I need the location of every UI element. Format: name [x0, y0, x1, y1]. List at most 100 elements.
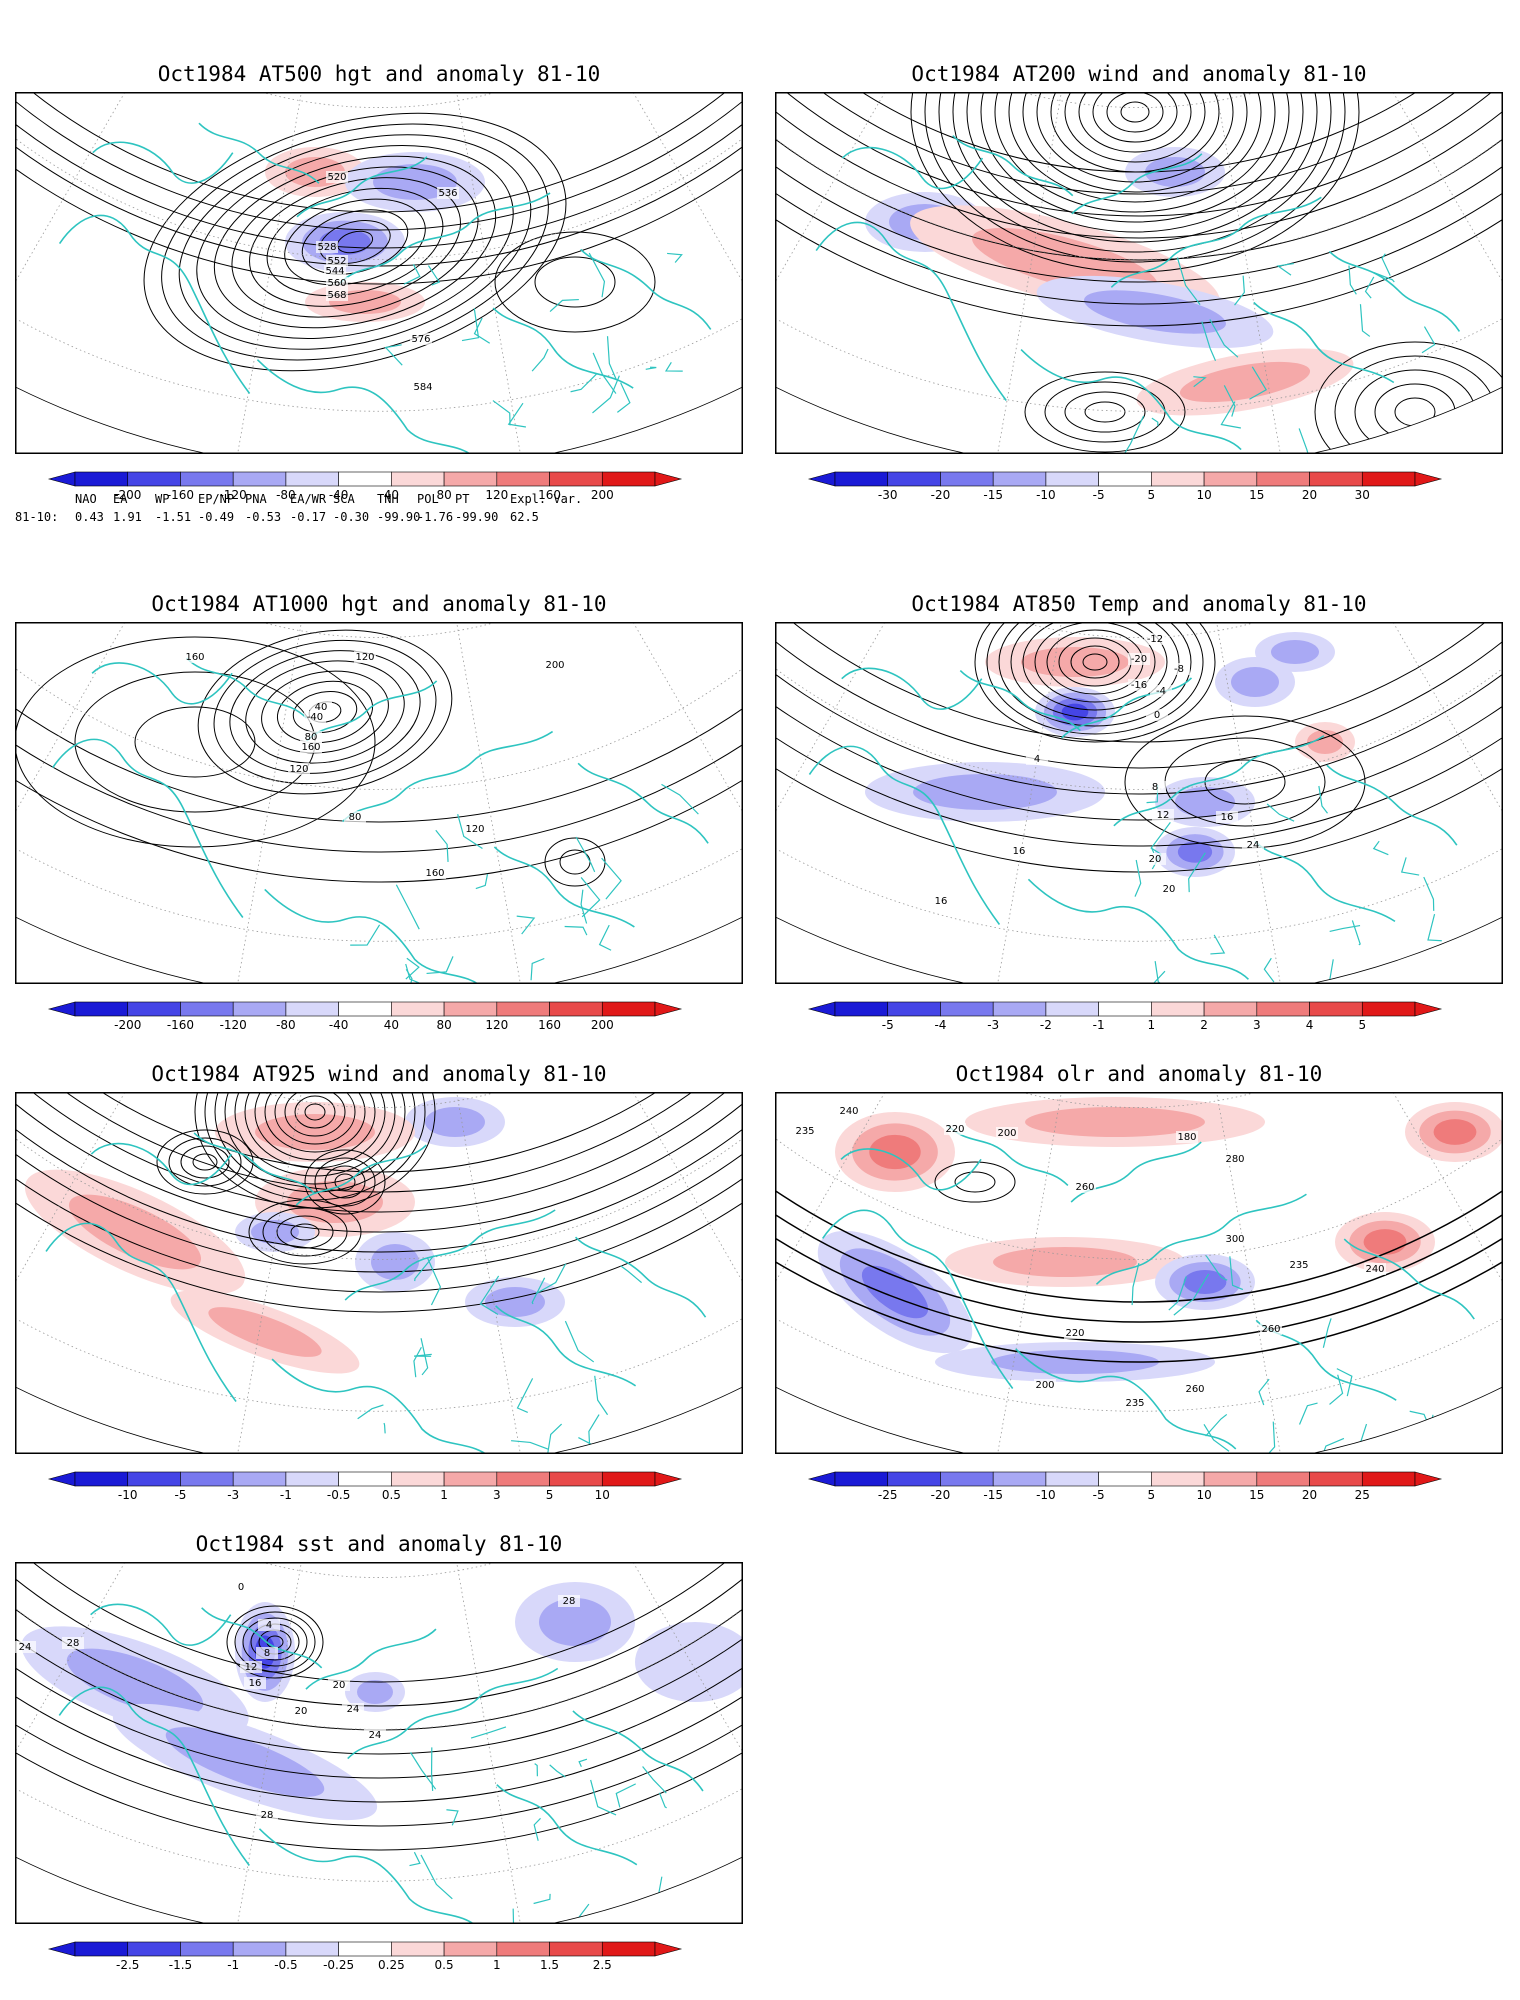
- contour-label: 235: [1289, 1260, 1308, 1271]
- index-header: EA: [113, 492, 128, 506]
- contour-label: 200: [1035, 1380, 1054, 1391]
- map-at925-wind-anomaly: [15, 1092, 743, 1454]
- contour-label: 0: [238, 1582, 244, 1593]
- contour-label: -20: [1131, 654, 1147, 665]
- contour-label: 160: [185, 652, 204, 663]
- contour-label: 80: [349, 812, 362, 823]
- index-value: 62.5: [510, 510, 539, 524]
- colorbar-tick-label: 5: [546, 1488, 554, 1502]
- contour-label: 220: [945, 1124, 964, 1135]
- colorbar-sst: -2.5 -1.5 -1 -0.5 -0.25 0.25 0.5 1 1.5 2.5: [47, 1941, 683, 1972]
- colorbar-tick-label: -160: [167, 488, 194, 502]
- colorbar-tick-label: -3: [987, 1018, 999, 1032]
- contour-label: 235: [795, 1126, 814, 1137]
- colorbar-tick-label: -120: [220, 488, 247, 502]
- index-header: POL: [417, 492, 439, 506]
- colorbar-tick-label: -2.5: [116, 1958, 139, 1972]
- panel-title: Oct1984 AT1000 hgt and anomaly 81-10: [151, 592, 607, 616]
- contour-label: 0: [1154, 710, 1160, 721]
- contour-label: 544: [325, 266, 344, 277]
- colorbar-at1000: -200 -160 -120 -80 -40 40 80 120 160 200: [47, 1001, 683, 1032]
- colorbar-tick-label: 1: [440, 1488, 448, 1502]
- contour-label: -16: [1131, 680, 1147, 691]
- contour-label: 240: [1365, 1264, 1384, 1275]
- colorbar-tick-label: -1: [280, 1488, 292, 1502]
- colorbar-tick-label: 1: [1148, 1018, 1156, 1032]
- index-header: Expl. Var.: [510, 492, 583, 506]
- colorbar-tick-label: 120: [485, 488, 508, 502]
- contour-label: 200: [545, 660, 564, 671]
- colorbar-tick-label: 5: [1358, 1018, 1366, 1032]
- contour-label: 80: [305, 732, 318, 743]
- contour-label: 260: [1261, 1324, 1280, 1335]
- colorbar-tick-label: 20: [1302, 1488, 1317, 1502]
- contour-label: 180: [1177, 1132, 1196, 1143]
- contour-label: 16: [1013, 846, 1026, 857]
- colorbar-tick-label: 10: [595, 1488, 610, 1502]
- map-at850-temp-anomaly: -12 -8 -4 0 -20 -16 4 8 12 16 20 24 16 20 16: [775, 622, 1503, 984]
- colorbar-tick-label: -5: [1093, 1488, 1105, 1502]
- colorbar-tick-label: 15: [1249, 488, 1264, 502]
- contour-label: 20: [295, 1706, 308, 1717]
- contour-label: 560: [327, 278, 346, 289]
- colorbar-tick-label: -5: [174, 1488, 186, 1502]
- contour-label: 16: [935, 896, 948, 907]
- contour-label: 160: [425, 868, 444, 879]
- map-at200-wind-anomaly: [775, 92, 1503, 454]
- map-sst-anomaly: 28 24 28 0 4 8 12 16 20 24 28 20 24: [15, 1562, 743, 1924]
- colorbar-tick-label: -20: [931, 1488, 951, 1502]
- index-header: NAO: [75, 492, 97, 506]
- contour-label: 220: [1065, 1328, 1084, 1339]
- contour-label: 24: [1247, 840, 1260, 851]
- colorbar-tick-label: 200: [591, 488, 614, 502]
- index-value: -99.90: [455, 510, 499, 524]
- colorbar-at850: -5 -4 -3 -2 -1 1 2 3 4 5: [807, 1001, 1443, 1032]
- panel-title: Oct1984 AT500 hgt and anomaly 81-10: [157, 62, 601, 86]
- contour-label: 576: [411, 334, 430, 345]
- contour-label: 24: [347, 1704, 360, 1715]
- colorbar-tick-label: 30: [1355, 488, 1370, 502]
- colorbar-tick-label: -120: [220, 1018, 247, 1032]
- contour-label: 235: [1125, 1398, 1144, 1409]
- colorbar-tick-label: 1: [493, 1958, 501, 1972]
- colorbar-tick-label: -40: [329, 488, 349, 502]
- contour-label: 240: [839, 1106, 858, 1117]
- map-olr-anomaly: 240 235 220 200 260 180 280 300 235 240 260 220 200 2…: [775, 1092, 1503, 1454]
- colorbar-tick-label: 40: [384, 488, 399, 502]
- colorbar-tick-label: 2.5: [593, 1958, 612, 1972]
- colorbar-tick-label: 160: [538, 1018, 561, 1032]
- colorbar-tick-label: -4: [934, 1018, 946, 1032]
- index-header: EA/WR: [290, 492, 327, 506]
- contour-label: -8: [1174, 664, 1184, 675]
- contour-label: 536: [438, 188, 457, 199]
- contour-label: 20: [1163, 884, 1176, 895]
- contour-label: 528: [317, 242, 336, 253]
- contour-label: -40: [307, 712, 323, 723]
- contour-label: 20: [333, 1680, 346, 1691]
- colorbar-tick-label: 0.5: [382, 1488, 401, 1502]
- colorbar-tick-label: -15: [983, 488, 1003, 502]
- colorbar-tick-label: 80: [436, 1018, 451, 1032]
- colorbar-tick-label: -1.5: [169, 1958, 192, 1972]
- colorbar-at925: -10 -5 -3 -1 -0.5 0.5 1 3 5 10: [47, 1471, 683, 1502]
- colorbar-tick-label: -1: [227, 1958, 239, 1972]
- contour-label: 568: [327, 290, 346, 301]
- colorbar-tick-label: 80: [436, 488, 451, 502]
- colorbar-tick-label: -20: [931, 488, 951, 502]
- colorbar-tick-label: 10: [1196, 1488, 1211, 1502]
- colorbar-tick-label: 200: [591, 1018, 614, 1032]
- contour-label: 120: [355, 652, 374, 663]
- colorbar-tick-label: -200: [114, 488, 141, 502]
- index-header: SCA: [333, 492, 355, 506]
- contour-label: 552: [327, 256, 346, 267]
- colorbar-tick-label: -5: [882, 1018, 894, 1032]
- index-header: WP: [155, 492, 170, 506]
- index-header: PNA: [245, 492, 267, 506]
- contour-label: 12: [245, 1662, 258, 1673]
- colorbar-tick-label: 20: [1302, 488, 1317, 502]
- contour-label: 520: [327, 172, 346, 183]
- colorbar-tick-label: -80: [276, 488, 296, 502]
- colorbar-tick-label: -80: [276, 1018, 296, 1032]
- colorbar-tick-label: -3: [227, 1488, 239, 1502]
